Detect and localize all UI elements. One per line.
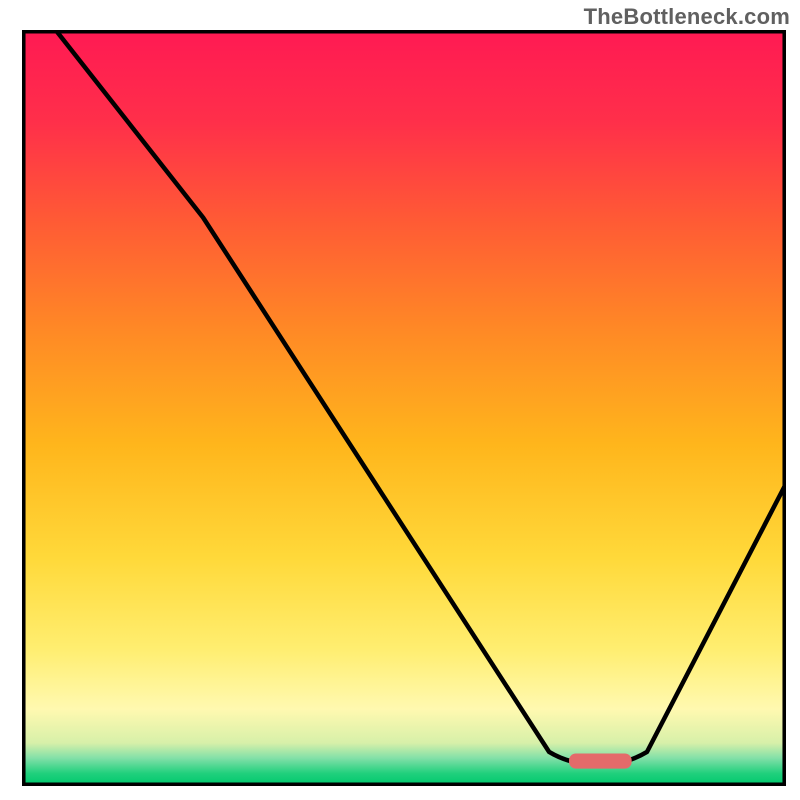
plot-background xyxy=(24,32,785,785)
chart-frame: TheBottleneck.com xyxy=(0,0,800,800)
trough-marker xyxy=(569,753,632,768)
watermark-text: TheBottleneck.com xyxy=(584,4,790,30)
plot-container xyxy=(22,30,786,786)
bottleneck-chart xyxy=(22,30,786,786)
